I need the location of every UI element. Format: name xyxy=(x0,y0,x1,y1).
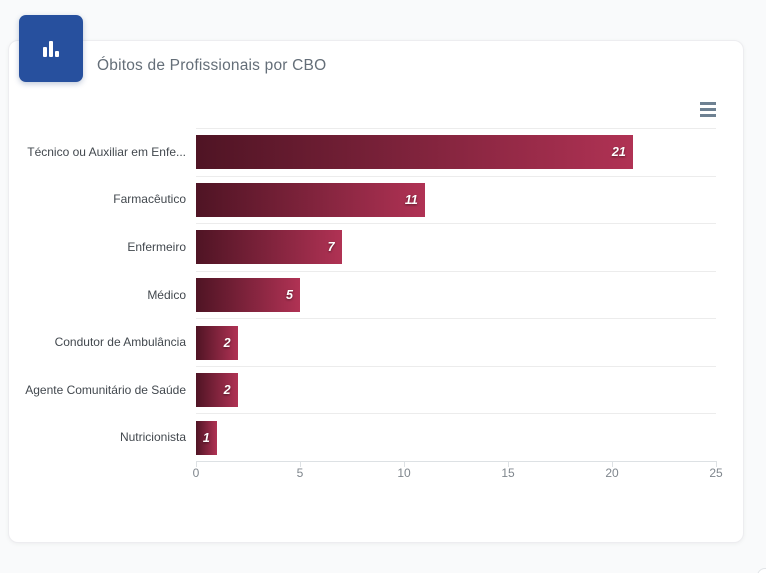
bar[interactable]: 21 xyxy=(196,135,633,170)
bar-value-label: 2 xyxy=(223,335,231,350)
bar[interactable]: 11 xyxy=(196,182,425,217)
hamburger-menu-icon xyxy=(700,108,716,111)
bar-chart-plot-area: 21 11 7 5 2 2 1 xyxy=(196,128,716,462)
bar-row: 1 xyxy=(196,413,716,461)
x-axis-tick xyxy=(716,461,717,467)
x-axis-tick xyxy=(508,461,509,467)
chart-menu-button[interactable] xyxy=(700,102,718,117)
bar-chart-icon xyxy=(43,40,59,57)
next-card-corner xyxy=(757,568,766,573)
x-axis-tick xyxy=(404,461,405,467)
x-axis-tick xyxy=(300,461,301,467)
bar-value-label: 11 xyxy=(404,192,418,207)
hamburger-menu-icon xyxy=(700,114,716,117)
bar[interactable]: 2 xyxy=(196,325,238,360)
bar-value-label: 1 xyxy=(202,430,210,445)
x-axis-tick xyxy=(612,461,613,467)
category-label: Médico xyxy=(147,287,186,302)
x-axis-tick-label: 15 xyxy=(501,466,515,480)
bar-row: 2 xyxy=(196,365,716,414)
x-axis-tick-label: 25 xyxy=(709,466,723,480)
x-axis-tick-label: 5 xyxy=(296,466,304,480)
bar-value-label: 7 xyxy=(327,240,335,255)
bar-row: 21 xyxy=(196,128,716,176)
category-label: Agente Comunitário de Saúde xyxy=(25,382,186,397)
chart-card xyxy=(8,40,744,543)
bar[interactable]: 1 xyxy=(196,420,217,455)
bar[interactable]: 2 xyxy=(196,373,238,408)
x-axis-tick xyxy=(196,461,197,467)
x-axis-tick-label: 0 xyxy=(192,466,200,480)
chart-type-badge xyxy=(19,15,83,82)
x-axis-tick-label: 10 xyxy=(397,466,411,480)
category-label: Enfermeiro xyxy=(127,239,186,254)
bar[interactable]: 7 xyxy=(196,230,342,265)
bar[interactable]: 5 xyxy=(196,278,300,313)
category-label: Farmacêutico xyxy=(113,192,186,207)
bar-value-label: 2 xyxy=(223,383,231,398)
chart-title: Óbitos de Profissionais por CBO xyxy=(97,57,327,74)
category-label: Condutor de Ambulância xyxy=(54,335,186,350)
bar-value-label: 5 xyxy=(286,288,293,303)
bar-row: 7 xyxy=(196,223,716,271)
bar-row: 11 xyxy=(196,175,716,224)
bar-row: 2 xyxy=(196,318,716,366)
bar-value-label: 21 xyxy=(611,145,626,160)
x-axis-tick-label: 20 xyxy=(605,466,619,480)
category-label: Nutricionista xyxy=(119,430,186,445)
bar-row: 5 xyxy=(196,270,716,319)
category-label: Técnico ou Auxiliar em Enfe... xyxy=(27,144,186,159)
hamburger-menu-icon xyxy=(700,102,716,105)
